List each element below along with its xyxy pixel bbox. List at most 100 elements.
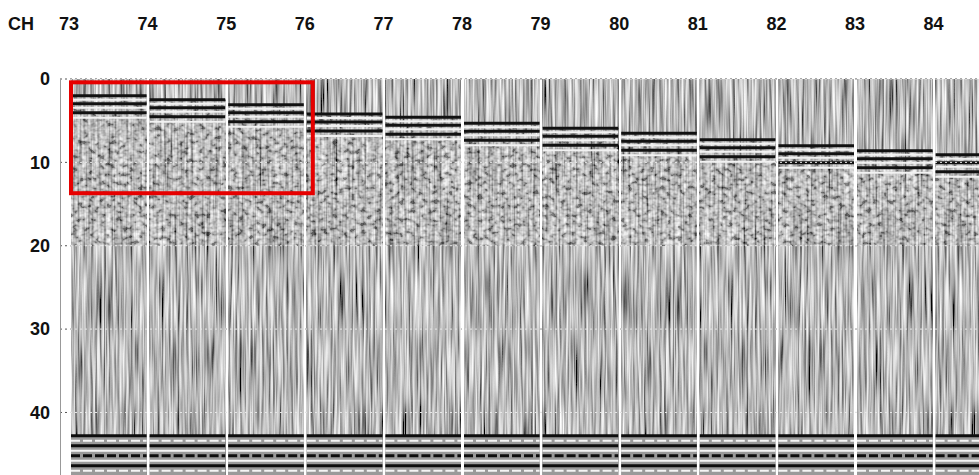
surface-reflection	[700, 138, 776, 141]
surface-reflection	[778, 167, 854, 169]
bottom-reflection	[385, 434, 461, 437]
bottom-reflection	[700, 444, 776, 447]
bottom-reflection	[936, 450, 979, 452]
bottom-reflection	[936, 460, 979, 462]
bottom-reflection	[621, 454, 697, 457]
bottom-zone	[936, 436, 979, 475]
surface-reflection	[621, 140, 697, 143]
bottom-reflection	[857, 464, 933, 467]
bottom-reflection	[385, 470, 461, 472]
surface-reflection	[150, 121, 226, 123]
surface-reflection	[150, 111, 226, 113]
bottom-reflection	[307, 450, 383, 452]
surface-reflection	[778, 157, 854, 159]
surface-reflection	[385, 128, 461, 130]
surface-reflection	[228, 111, 304, 114]
radargram-figure: 737475767778798081828384CH010203040	[0, 0, 979, 475]
tick: 20	[30, 236, 60, 256]
bottom-reflection	[778, 464, 854, 467]
bottom-reflection	[778, 470, 854, 472]
bottom-reflection	[778, 454, 854, 457]
bottom-zone	[543, 436, 619, 475]
bottom-reflection	[700, 464, 776, 467]
surface-reflection	[150, 98, 226, 101]
scatter-zone	[857, 151, 933, 246]
bottom-reflection	[307, 444, 383, 447]
surface-reflection	[936, 153, 979, 156]
surface-reflection	[150, 106, 226, 109]
bottom-reflection	[621, 440, 697, 442]
surface-reflection	[228, 126, 304, 128]
bottom-reflection	[543, 464, 619, 467]
bottom-reflection	[228, 454, 304, 457]
bottom-reflection	[621, 444, 697, 447]
bottom-reflection	[150, 454, 226, 457]
panel-background	[150, 79, 226, 475]
bottom-zone	[71, 436, 147, 475]
bottom-reflection	[71, 444, 147, 447]
surface-reflection	[71, 111, 147, 114]
axis-title: CH	[8, 14, 34, 34]
tick: 75	[216, 14, 236, 34]
surface-reflection	[778, 149, 854, 151]
tick-label: 76	[295, 14, 315, 34]
surface-reflection	[857, 172, 933, 174]
surface-reflection	[464, 126, 540, 128]
bottom-reflection	[71, 450, 147, 452]
bottom-zone	[700, 436, 776, 475]
bottom-reflection	[700, 454, 776, 457]
panel-background	[71, 79, 147, 475]
bottom-reflection	[936, 464, 979, 467]
surface-reflection	[778, 144, 854, 147]
bottom-reflection	[150, 440, 226, 442]
bottom-reflection	[150, 464, 226, 467]
tick: 10	[30, 153, 60, 173]
panel-background	[778, 79, 854, 475]
bottom-reflection	[621, 470, 697, 472]
grid-over	[70, 79, 979, 412]
bottom-reflection	[857, 440, 933, 442]
tick-label: 20	[30, 236, 50, 256]
bottom-reflection	[307, 434, 383, 437]
surface-reflection	[621, 136, 697, 138]
surface-reflection	[307, 121, 383, 124]
bottom-reflection	[543, 470, 619, 472]
bottom-reflection	[857, 450, 933, 452]
surface-reflection	[543, 139, 619, 141]
surface-reflection	[228, 120, 304, 123]
surface-reflection	[385, 116, 461, 119]
panel-background	[464, 79, 540, 475]
tick: 0	[40, 69, 60, 89]
surface-reflection	[307, 113, 383, 116]
surface-reflection	[700, 155, 776, 158]
tick-label: 10	[30, 153, 50, 173]
tick: 83	[845, 14, 865, 34]
bottom-reflection	[778, 450, 854, 452]
surface-reflection	[936, 161, 979, 164]
panel-background	[700, 79, 776, 475]
bottom-zone	[778, 436, 854, 475]
bottom-zone	[307, 436, 383, 475]
surface-reflection	[228, 116, 304, 118]
bottom-reflection	[778, 440, 854, 442]
surface-reflection	[936, 166, 979, 168]
tick-label: 79	[531, 14, 551, 34]
bottom-zone	[857, 436, 933, 475]
tick: 81	[688, 14, 708, 34]
bottom-reflection	[778, 444, 854, 447]
bottom-reflection	[464, 440, 540, 442]
surface-reflection	[307, 117, 383, 119]
tick-label: 78	[452, 14, 472, 34]
bottom-reflection	[857, 470, 933, 472]
bottom-reflection	[228, 444, 304, 447]
bottom-reflection	[700, 440, 776, 442]
bottom-reflection	[936, 454, 979, 457]
bottom-reflection	[700, 450, 776, 452]
channel-panel	[778, 79, 854, 475]
bottom-reflection	[464, 460, 540, 462]
panel-background	[621, 79, 697, 475]
bottom-reflection	[543, 454, 619, 457]
bottom-reflection	[464, 450, 540, 452]
surface-reflection	[857, 157, 933, 160]
bottom-reflection	[150, 434, 226, 437]
